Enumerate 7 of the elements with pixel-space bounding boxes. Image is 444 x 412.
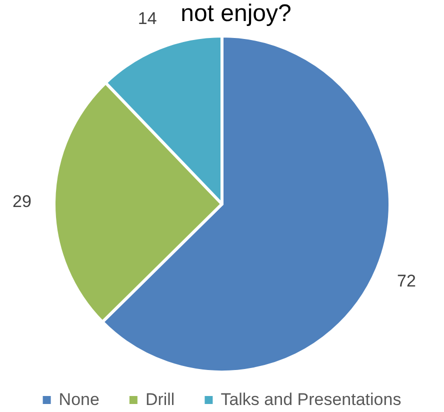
chart-title: not enjoy?	[180, 0, 292, 27]
legend-label: Talks and Presentations	[220, 390, 402, 409]
data-label: 14	[138, 8, 157, 28]
data-label: 72	[397, 272, 416, 291]
legend-label: None	[58, 390, 100, 409]
legend-label: Drill	[145, 390, 175, 409]
data-label: 29	[12, 192, 32, 211]
